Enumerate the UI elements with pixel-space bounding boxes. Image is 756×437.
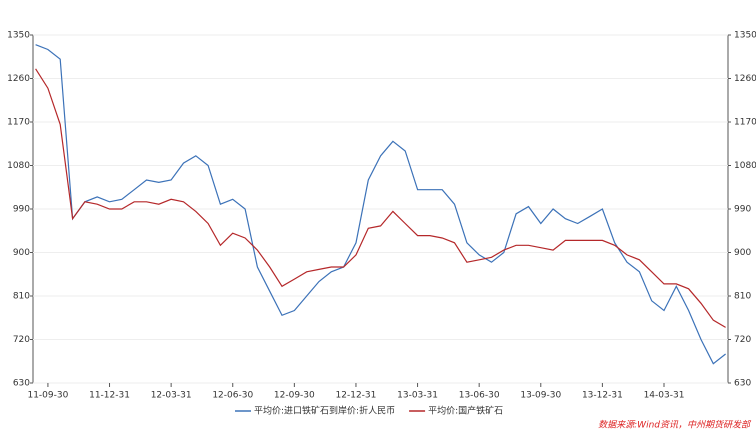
x-tick-label: 12-09-30 [274, 391, 315, 401]
x-tick-label: 13-12-31 [582, 391, 623, 401]
y2-tick-label: 810 [734, 292, 751, 302]
y2-tick-label: 1350 [734, 31, 756, 41]
y2-tick-label: 1260 [734, 74, 756, 84]
y-tick-label: 1170 [7, 118, 30, 128]
x-tick-label: 12-06-30 [212, 391, 253, 401]
x-tick-label: 14-03-31 [644, 391, 685, 401]
y-tick-label: 990 [13, 205, 30, 215]
x-tick-label: 13-03-31 [397, 391, 438, 401]
y-tick-label: 1080 [7, 161, 30, 171]
source-note: 数据来源:Wind资讯，中州期货研发部 [598, 420, 752, 431]
x-tick-label: 11-12-31 [89, 391, 130, 401]
x-tick-label: 12-03-31 [151, 391, 192, 401]
y2-tick-label: 990 [734, 205, 751, 215]
y-tick-label: 630 [13, 379, 30, 389]
y-tick-label: 900 [13, 248, 30, 258]
y-tick-label: 720 [13, 335, 30, 345]
y2-tick-label: 630 [734, 379, 751, 389]
legend-label: 平均价:国产铁矿石 [428, 405, 503, 417]
x-tick-label: 11-09-30 [27, 391, 68, 401]
line-series [35, 68, 726, 328]
y2-tick-label: 1170 [734, 118, 756, 128]
y2-tick-label: 900 [734, 248, 751, 258]
y-tick-label: 1350 [7, 31, 30, 41]
y-tick-label: 1260 [7, 74, 30, 84]
line-series [35, 44, 726, 365]
y-tick-label: 810 [13, 292, 30, 302]
legend-label: 平均价:进口铁矿石到岸价:折人民币 [254, 405, 395, 417]
x-tick-label: 12-12-31 [336, 391, 377, 401]
y2-tick-label: 1080 [734, 161, 756, 171]
x-tick-label: 13-06-30 [459, 391, 500, 401]
y2-tick-label: 720 [734, 335, 751, 345]
x-tick-label: 13-09-30 [520, 391, 561, 401]
